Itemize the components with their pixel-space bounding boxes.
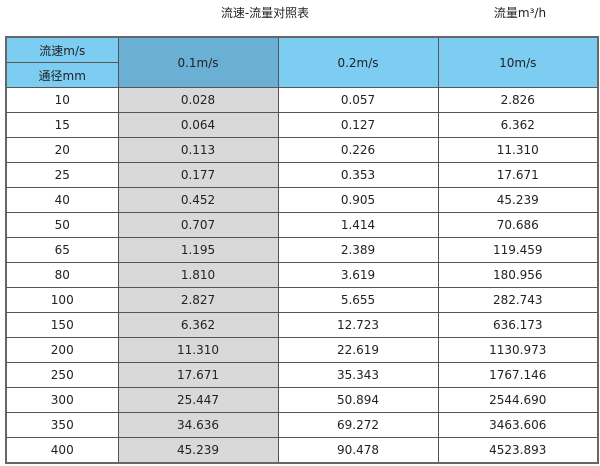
table-row: 250 17.671 35.343 1767.146 [5,362,599,388]
table-row: 15 0.064 0.127 6.362 [5,112,599,138]
flow-table: 流速m/s 0.1m/s 0.2m/s 10m/s 通径mm 10 0.028 0.… [5,36,599,464]
flow-cell: 6.362 [117,312,279,338]
flow-cell: 282.743 [437,287,599,313]
diameter-cell: 15 [5,112,119,138]
table-row: 20 0.113 0.226 11.310 [5,137,599,163]
table-row: 150 6.362 12.723 636.173 [5,312,599,338]
flow-cell: 2.827 [117,287,279,313]
flow-cell: 70.686 [437,212,599,238]
diameter-cell: 400 [5,437,119,464]
flow-cell: 12.723 [277,312,439,338]
flow-cell: 0.127 [277,112,439,138]
diameter-cell: 65 [5,237,119,263]
flow-cell: 1.414 [277,212,439,238]
flow-cell: 180.956 [437,262,599,288]
flow-cell: 0.113 [117,137,279,163]
table-row: 80 1.810 3.619 180.956 [5,262,599,288]
flow-cell: 119.459 [437,237,599,263]
diameter-cell: 250 [5,362,119,388]
flow-cell: 636.173 [437,312,599,338]
table-row: 25 0.177 0.353 17.671 [5,162,599,188]
diameter-cell: 150 [5,312,119,338]
flow-cell: 0.707 [117,212,279,238]
flow-cell: 5.655 [277,287,439,313]
flow-cell: 3463.606 [437,412,599,438]
diameter-cell: 40 [5,187,119,213]
flow-cell: 11.310 [117,337,279,363]
flow-cell: 0.452 [117,187,279,213]
flow-cell: 0.064 [117,112,279,138]
flow-cell: 0.226 [277,137,439,163]
table-row: 10 0.028 0.057 2.826 [5,87,599,113]
flow-cell: 69.272 [277,412,439,438]
diameter-cell: 350 [5,412,119,438]
flow-cell: 0.177 [117,162,279,188]
flow-cell: 2.389 [277,237,439,263]
table-row: 65 1.195 2.389 119.459 [5,237,599,263]
header-col-0: 0.1m/s [117,36,279,88]
flow-cell: 90.478 [277,437,439,464]
diameter-cell: 10 [5,87,119,113]
header-diameter: 通径mm [5,62,119,88]
flow-cell: 25.447 [117,387,279,413]
diameter-cell: 300 [5,387,119,413]
flow-cell: 1.195 [117,237,279,263]
header-velocity: 流速m/s [5,36,119,63]
flow-cell: 6.362 [437,112,599,138]
header-col-2: 10m/s [437,36,599,88]
header-col-1: 0.2m/s [277,36,439,88]
flow-cell: 0.905 [277,187,439,213]
unit-label: 流量m³/h [493,6,547,20]
diameter-cell: 25 [5,162,119,188]
diameter-cell: 100 [5,287,119,313]
flow-cell: 3.619 [277,262,439,288]
flow-cell: 17.671 [437,162,599,188]
diameter-cell: 50 [5,212,119,238]
table-row: 50 0.707 1.414 70.686 [5,212,599,238]
table-row: 40 0.452 0.905 45.239 [5,187,599,213]
table-row: 100 2.827 5.655 282.743 [5,287,599,313]
diameter-cell: 200 [5,337,119,363]
flow-cell: 1130.973 [437,337,599,363]
flow-cell: 0.353 [277,162,439,188]
table-title: 流速-流量对照表 [220,6,310,20]
table-row: 400 45.239 90.478 4523.893 [5,437,599,464]
flow-cell: 22.619 [277,337,439,363]
flow-cell: 1767.146 [437,362,599,388]
flow-cell: 2544.690 [437,387,599,413]
flow-cell: 50.894 [277,387,439,413]
table-row: 200 11.310 22.619 1130.973 [5,337,599,363]
flow-cell: 1.810 [117,262,279,288]
flow-cell: 4523.893 [437,437,599,464]
flow-cell: 45.239 [437,187,599,213]
flow-cell: 0.057 [277,87,439,113]
diameter-cell: 20 [5,137,119,163]
flow-cell: 35.343 [277,362,439,388]
diameter-cell: 80 [5,262,119,288]
flow-cell: 34.636 [117,412,279,438]
table-row: 300 25.447 50.894 2544.690 [5,387,599,413]
flow-cell: 17.671 [117,362,279,388]
flow-cell: 45.239 [117,437,279,464]
flow-cell: 11.310 [437,137,599,163]
flow-cell: 0.028 [117,87,279,113]
table-row: 350 34.636 69.272 3463.606 [5,412,599,438]
flow-cell: 2.826 [437,87,599,113]
